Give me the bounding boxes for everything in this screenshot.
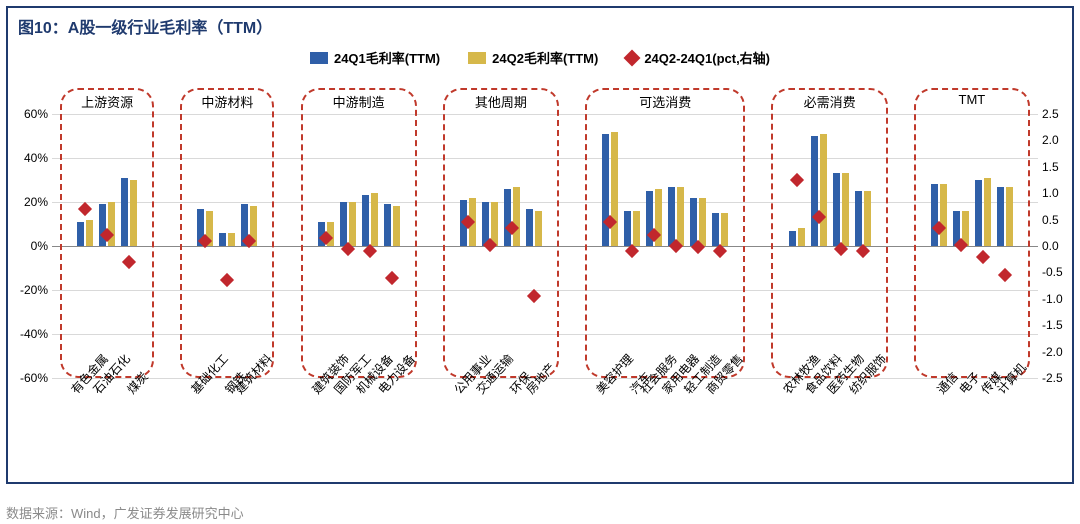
diff-marker [341, 242, 355, 256]
y-left-tick: -20% [12, 283, 48, 297]
industry-group-label: 上游资源 [81, 92, 133, 111]
y-right-tick: -2.5 [1042, 371, 1074, 385]
diff-marker [976, 249, 990, 263]
diff-marker [318, 231, 332, 245]
diff-marker [834, 242, 848, 256]
diff-marker [242, 234, 256, 248]
diff-marker [856, 244, 870, 258]
diff-marker [527, 289, 541, 303]
legend-item-q1: 24Q1毛利率(TTM) [310, 48, 440, 67]
diff-marker [122, 255, 136, 269]
industry-group-label: 中游材料 [201, 92, 253, 111]
diff-marker [505, 220, 519, 234]
diff-marker [603, 215, 617, 229]
legend-swatch-q2 [468, 52, 486, 64]
diff-marker [78, 202, 92, 216]
figure-frame: 图10：A股一级行业毛利率（TTM） 24Q1毛利率(TTM) 24Q2毛利率(… [6, 6, 1074, 484]
legend-label-q1: 24Q1毛利率(TTM) [334, 48, 440, 67]
y-right-tick: 1.0 [1042, 186, 1074, 200]
industry-group-label: 中游制造 [333, 92, 385, 111]
diff-marker [691, 240, 705, 254]
y-left-tick: -40% [12, 327, 48, 341]
y-left-tick: 60% [12, 107, 48, 121]
diff-marker [483, 238, 497, 252]
figure-title: 图10：A股一级行业毛利率（TTM） [8, 8, 1072, 38]
y-right-tick: -1.0 [1042, 292, 1074, 306]
diff-marker [220, 273, 234, 287]
y-right-tick: 0.0 [1042, 239, 1074, 253]
diff-marker [811, 210, 825, 224]
y-right-tick: 2.5 [1042, 107, 1074, 121]
legend-swatch-q1 [310, 52, 328, 64]
y-left-tick: 20% [12, 195, 48, 209]
y-right-tick: 2.0 [1042, 133, 1074, 147]
diff-marker [713, 244, 727, 258]
diff-marker [100, 228, 114, 242]
industry-group-label: 必需消费 [804, 92, 856, 111]
data-source: 数据来源：Wind，广发证券发展研究中心 [6, 503, 244, 522]
y-left-tick: -60% [12, 371, 48, 385]
diff-marker [198, 234, 212, 248]
markers-layer [52, 114, 1038, 378]
y-right-tick: 1.5 [1042, 160, 1074, 174]
y-left-tick: 0% [12, 239, 48, 253]
industry-group-label: 其他周期 [475, 92, 527, 111]
diff-marker [932, 220, 946, 234]
y-left-tick: 40% [12, 151, 48, 165]
y-axis-right: -2.5-2.0-1.5-1.0-0.50.00.51.01.52.02.5 [1042, 114, 1074, 378]
legend-label-diff: 24Q2-24Q1(pct,右轴) [644, 48, 770, 67]
legend: 24Q1毛利率(TTM) 24Q2毛利率(TTM) 24Q2-24Q1(pct,… [8, 48, 1072, 67]
diff-marker [647, 228, 661, 242]
y-right-tick: -2.0 [1042, 345, 1074, 359]
diff-marker [789, 173, 803, 187]
y-axis-left: -60%-40%-20%0%20%40%60% [12, 114, 48, 378]
legend-swatch-diff [624, 49, 641, 66]
y-right-tick: -1.5 [1042, 318, 1074, 332]
diff-marker [669, 239, 683, 253]
x-axis-labels: 有色金属石油石化煤炭基础化工钢铁建筑材料建筑装饰国防军工机械设备电力设备公用事业… [52, 380, 1038, 480]
legend-item-q2: 24Q2毛利率(TTM) [468, 48, 598, 67]
diff-marker [461, 215, 475, 229]
diff-marker [385, 271, 399, 285]
legend-label-q2: 24Q2毛利率(TTM) [492, 48, 598, 67]
diff-marker [998, 268, 1012, 282]
y-right-tick: 0.5 [1042, 213, 1074, 227]
diff-marker [954, 238, 968, 252]
y-right-tick: -0.5 [1042, 265, 1074, 279]
chart-plot-area: -60%-40%-20%0%20%40%60% -2.5-2.0-1.5-1.0… [52, 114, 1038, 378]
industry-group-label: 可选消费 [639, 92, 691, 111]
industry-group-label: TMT [959, 92, 986, 107]
diff-marker [625, 244, 639, 258]
diff-marker [363, 244, 377, 258]
legend-item-diff: 24Q2-24Q1(pct,右轴) [626, 48, 770, 67]
